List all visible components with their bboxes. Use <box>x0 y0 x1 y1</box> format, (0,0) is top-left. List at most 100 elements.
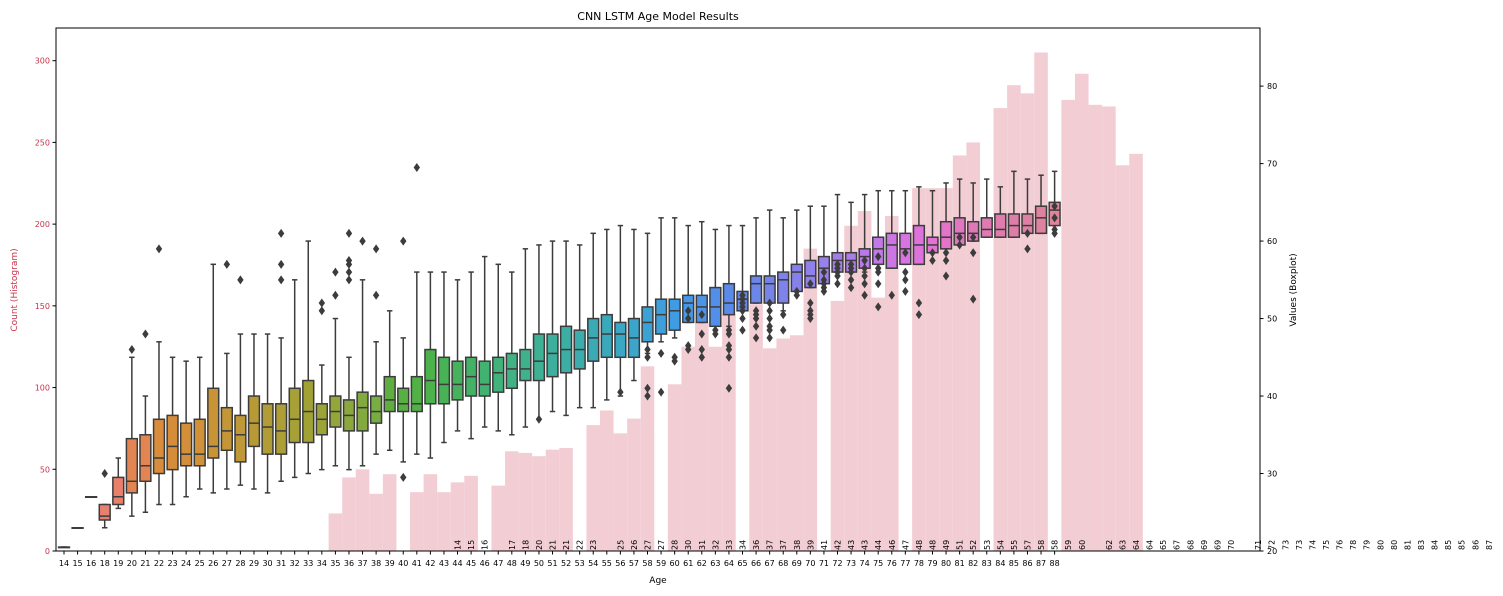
histogram-bin-label: 28 <box>671 540 680 550</box>
outlier-point <box>807 279 814 289</box>
outlier-point <box>1051 224 1058 234</box>
boxplot-87 <box>1034 174 1048 235</box>
x-tick-label: 29 <box>249 559 259 568</box>
boxplot-56 <box>614 224 627 397</box>
boxplot-47 <box>492 263 505 432</box>
histogram-bin-label: 32 <box>711 540 720 550</box>
histogram-bar <box>844 225 858 551</box>
outlier-point <box>834 259 841 269</box>
outlier-point <box>277 275 285 285</box>
boxplot-44 <box>451 279 464 432</box>
histogram-bar <box>491 485 506 551</box>
outlier-point <box>875 263 882 273</box>
box <box>356 391 369 432</box>
x-tick-label: 24 <box>181 559 191 568</box>
histogram-bar <box>993 108 1008 551</box>
histogram-bin-label: 73 <box>1295 540 1304 550</box>
x-tick-label: 55 <box>602 559 612 568</box>
x-tick-label: 41 <box>412 559 422 568</box>
box <box>166 414 179 471</box>
boxplot-53 <box>573 244 586 409</box>
box <box>654 298 668 335</box>
box <box>397 387 410 413</box>
boxplot-63 <box>709 228 722 339</box>
outlier-point <box>766 314 773 324</box>
histogram-bin-label: 64 <box>1146 540 1155 550</box>
histogram-bar <box>1007 85 1021 551</box>
histogram-bar <box>708 346 723 551</box>
boxplot-28 <box>234 275 247 486</box>
box <box>749 275 763 304</box>
x-tick-label: 76 <box>887 559 897 568</box>
x-tick-label: 63 <box>710 559 720 568</box>
outlier-point <box>847 275 855 285</box>
y-right-tick-label: 60 <box>1267 237 1277 246</box>
boxplot-15 <box>71 527 84 530</box>
box <box>288 387 301 444</box>
x-tick-label: 39 <box>385 559 395 568</box>
outlier-point <box>359 236 366 246</box>
outlier-point <box>400 236 407 246</box>
box <box>410 375 423 413</box>
outlier-point <box>698 352 705 362</box>
box <box>451 360 464 401</box>
boxplot-67 <box>763 209 776 343</box>
boxplot-45 <box>464 271 478 440</box>
box <box>193 418 206 467</box>
histogram-bin-label: 39 <box>806 540 815 550</box>
outlier-point <box>332 290 339 300</box>
x-tick-label: 22 <box>154 559 164 568</box>
x-tick-label: 66 <box>751 559 761 568</box>
boxplot-29 <box>247 333 261 490</box>
histogram-bin-label: 36 <box>752 540 761 550</box>
histogram-bar <box>545 449 560 551</box>
box <box>152 418 166 475</box>
histogram-bin-label: 21 <box>549 540 558 550</box>
outlier-point <box>929 248 936 258</box>
boxplot-80 <box>939 182 953 281</box>
boxplot-18 <box>98 469 111 529</box>
box <box>885 232 898 269</box>
histogram-bar <box>803 248 818 551</box>
x-tick-label: 81 <box>955 559 965 568</box>
histogram-bar <box>450 482 465 551</box>
boxplot-73 <box>844 201 858 293</box>
x-tick-label: 85 <box>1009 559 1019 568</box>
boxplot-81 <box>953 178 966 250</box>
x-tick-label: 16 <box>86 559 96 568</box>
boxplot-84 <box>994 186 1007 238</box>
outlier-point <box>902 275 909 285</box>
x-tick-label: 40 <box>398 559 408 568</box>
boxplot-70 <box>804 205 817 324</box>
histogram-bin-label: 55 <box>1010 540 1019 550</box>
x-tick-label: 62 <box>697 559 707 568</box>
x-tick-label: 56 <box>615 559 625 568</box>
x-tick-label: 34 <box>317 559 327 568</box>
histogram-bar <box>1061 99 1075 551</box>
histogram-bin-label: 59 <box>1064 540 1073 550</box>
boxplot-62 <box>695 220 708 362</box>
x-tick-label: 30 <box>262 559 272 568</box>
histogram-bin-label: 80 <box>1390 540 1399 550</box>
outlier-point <box>956 240 963 250</box>
box <box>505 352 518 390</box>
histogram-bin-label: 58 <box>1051 540 1060 550</box>
box <box>587 317 600 362</box>
x-tick-label: 44 <box>452 559 462 568</box>
outlier-point <box>1051 201 1058 211</box>
histogram-bin-label: 20 <box>535 540 544 550</box>
outlier-point <box>345 255 353 265</box>
x-tick-label: 53 <box>575 559 585 568</box>
x-tick-label: 23 <box>167 559 177 568</box>
x-tick-label: 46 <box>480 559 490 568</box>
histogram-bin-label: 43 <box>847 540 856 550</box>
x-tick-label: 82 <box>968 559 978 568</box>
outlier-point <box>128 345 136 355</box>
outlier-point <box>956 232 963 242</box>
histogram-bar <box>667 384 682 551</box>
x-tick-label: 88 <box>1050 559 1060 568</box>
outlier-point <box>861 279 868 289</box>
boxplot-79 <box>926 189 939 265</box>
x-tick-label: 67 <box>765 559 775 568</box>
x-tick-label: 27 <box>222 559 232 568</box>
